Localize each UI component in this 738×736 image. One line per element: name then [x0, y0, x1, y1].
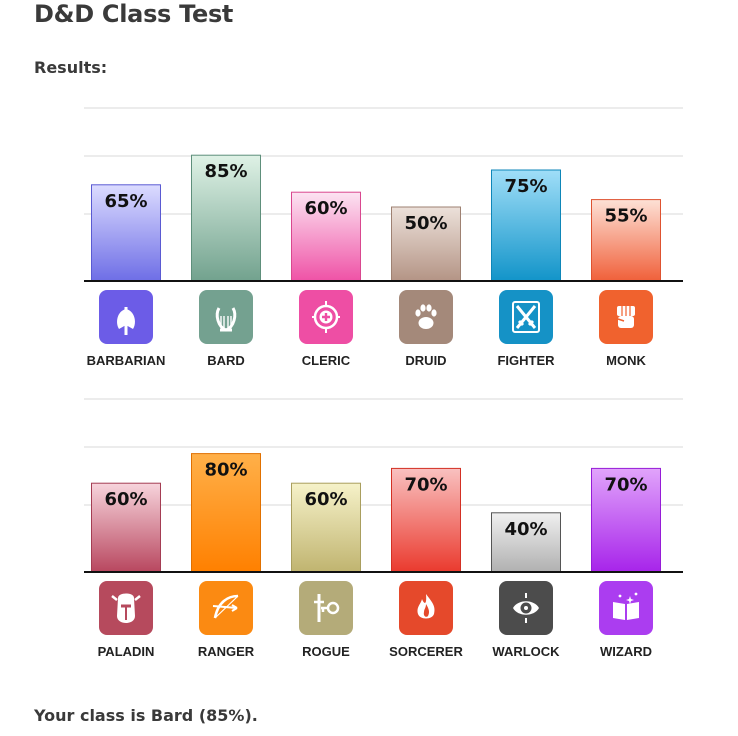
class-monk[interactable]: MONK: [576, 290, 676, 376]
results-chart-1-svg: 65% 85% 60% 50% 75% 55%: [84, 107, 683, 282]
class-label-druid: DRUID: [405, 353, 447, 368]
cleric-holy-symbol-icon[interactable]: [299, 290, 353, 344]
data-label-paladin: 60%: [104, 489, 147, 510]
barbarian-axe-icon[interactable]: [99, 290, 153, 344]
class-label-fighter: FIGHTER: [497, 353, 555, 368]
data-label-sorcerer: 70%: [404, 474, 447, 495]
paladin-helmet-icon[interactable]: [99, 581, 153, 635]
ranger-bow-icon[interactable]: [199, 581, 253, 635]
bar-druid: [391, 206, 461, 282]
results-chart-1: 65% 85% 60% 50% 75% 55% BARBARIAN BARD CLERIC DR…: [0, 98, 738, 388]
class-cleric[interactable]: CLERIC: [276, 290, 376, 376]
data-label-warlock: 40%: [504, 519, 547, 540]
data-label-barbarian: 65%: [104, 191, 147, 212]
class-label-wizard: WIZARD: [600, 644, 652, 659]
warlock-eye-icon[interactable]: [499, 581, 553, 635]
class-label-warlock: WARLOCK: [492, 644, 560, 659]
class-icon-row-2: PALADIN RANGER ROGUE SORCERER WARLOCK WIZARD: [0, 389, 738, 679]
class-label-paladin: PALADIN: [97, 644, 155, 659]
bar-monk: [591, 199, 661, 282]
monk-fist-icon[interactable]: [599, 290, 653, 344]
data-label-monk: 55%: [604, 206, 647, 227]
bar-wizard: [591, 467, 661, 573]
class-label-rogue: ROGUE: [302, 644, 350, 659]
data-label-rogue: 60%: [304, 489, 347, 510]
class-label-ranger: RANGER: [197, 644, 255, 659]
class-label-cleric: CLERIC: [301, 353, 351, 368]
data-label-wizard: 70%: [604, 474, 647, 495]
class-label-monk: MONK: [606, 353, 646, 368]
bard-lyre-icon[interactable]: [199, 290, 253, 344]
bar-rogue: [291, 482, 361, 573]
results-chart-2-svg: 60% 80% 60% 70% 40% 70%: [84, 398, 683, 573]
druid-paw-icon[interactable]: [399, 290, 453, 344]
class-label-sorcerer: SORCERER: [389, 644, 463, 659]
data-label-fighter: 75%: [504, 176, 547, 197]
rogue-key-dagger-icon[interactable]: [299, 581, 353, 635]
bar-warlock: [491, 512, 561, 573]
bar-cleric: [291, 191, 361, 282]
class-icon-row-1: BARBARIAN BARD CLERIC DRUID FIGHTER MONK: [0, 98, 738, 388]
data-label-druid: 50%: [404, 213, 447, 234]
fighter-crossed-swords-icon[interactable]: [499, 290, 553, 344]
class-druid[interactable]: DRUID: [376, 290, 476, 376]
class-ranger[interactable]: RANGER: [176, 581, 276, 667]
bar-ranger: [191, 453, 261, 573]
class-sorcerer[interactable]: SORCERER: [376, 581, 476, 667]
class-fighter[interactable]: FIGHTER: [476, 290, 576, 376]
class-label-bard: BARD: [207, 353, 245, 368]
data-label-ranger: 80%: [204, 460, 247, 481]
bar-paladin: [91, 482, 161, 573]
page-title: D&D Class Test: [34, 0, 234, 28]
bar-barbarian: [91, 184, 161, 282]
results-heading: Results:: [34, 58, 108, 77]
class-barbarian[interactable]: BARBARIAN: [76, 290, 176, 376]
class-wizard[interactable]: WIZARD: [576, 581, 676, 667]
data-label-bard: 85%: [204, 161, 247, 182]
result-summary: Your class is Bard (85%).: [34, 706, 258, 725]
class-paladin[interactable]: PALADIN: [76, 581, 176, 667]
class-bard[interactable]: BARD: [176, 290, 276, 376]
bar-bard: [191, 154, 261, 282]
wizard-spellbook-icon[interactable]: [599, 581, 653, 635]
class-label-barbarian: BARBARIAN: [86, 353, 166, 368]
bar-sorcerer: [391, 467, 461, 573]
data-label-cleric: 60%: [304, 198, 347, 219]
class-warlock[interactable]: WARLOCK: [476, 581, 576, 667]
bar-fighter: [491, 169, 561, 282]
results-chart-2: 60% 80% 60% 70% 40% 70% PALADIN RANGER ROGUE SOR…: [0, 389, 738, 679]
class-rogue[interactable]: ROGUE: [276, 581, 376, 667]
sorcerer-flame-icon[interactable]: [399, 581, 453, 635]
